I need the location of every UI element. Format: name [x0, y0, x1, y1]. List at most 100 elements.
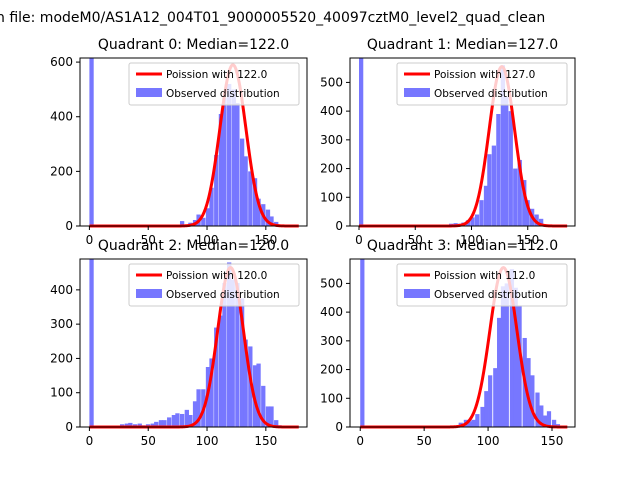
histogram-bar [179, 413, 185, 427]
legend-hist-swatch [404, 88, 430, 97]
subplot-q2: 0 50 100 150 0 100 200 300 400 Quadrant 2: Median… [50, 238, 308, 448]
histogram-bar [274, 420, 279, 427]
subplot-title: Quadrant 3: Median=112.0 [367, 238, 558, 254]
legend: Poission with 120.0 Observed distribution [128, 263, 300, 307]
y-tick-label: 200 [50, 164, 73, 178]
y-tick-label: 600 [50, 55, 73, 69]
histogram-bar [265, 209, 271, 226]
histogram-bar [248, 171, 253, 226]
y-tick-label: 100 [320, 190, 343, 204]
histogram-bar [479, 200, 484, 226]
histogram-bar [235, 103, 240, 226]
histogram-bar [192, 401, 198, 427]
histogram-bar [179, 221, 185, 226]
histogram-bar [239, 138, 245, 226]
subplot-title: Quadrant 2: Median=120.0 [98, 238, 289, 254]
y-tick-label: 400 [320, 305, 343, 319]
histogram-bar [209, 358, 214, 427]
histogram-bar [188, 415, 193, 427]
histogram-bar [214, 327, 219, 427]
y-tick-label: 100 [320, 391, 343, 405]
histogram-bar [184, 409, 189, 427]
subplot-q1: 0 50 100 150 0 100 200 300 400 500 Quadrant 1: Med… [320, 37, 576, 247]
histogram-bar [500, 286, 506, 427]
y-tick-label: 300 [320, 133, 343, 147]
x-tick-label: 0 [356, 434, 364, 448]
histogram-bar [171, 415, 177, 427]
histogram-bar [196, 389, 201, 427]
axes-frame [79, 258, 308, 428]
x-tick-label: 150 [516, 233, 539, 247]
legend-poisson-label: Poission with 112.0 [434, 270, 535, 282]
histogram-bar [265, 406, 271, 427]
x-tick-label: 0 [355, 233, 363, 247]
y-tick-label: 300 [50, 317, 73, 331]
histogram-bar [534, 214, 539, 226]
histogram-bar [543, 415, 548, 427]
legend-hist-swatch [404, 289, 430, 298]
x-tick-label: 50 [141, 233, 156, 247]
histogram-bar [522, 180, 527, 226]
legend-poisson-label: Poission with 120.0 [166, 270, 267, 282]
subplot-q3: 0 50 100 150 0 100 200 300 400 500 Quadrant 3: Med… [320, 238, 576, 448]
legend-hist-label: Observed distribution [166, 289, 280, 301]
histogram-bar [467, 421, 472, 427]
histogram-bar [209, 187, 214, 226]
histogram-bar [150, 423, 155, 427]
histogram-bar [517, 306, 522, 427]
histogram-bar [539, 218, 544, 226]
y-tick-label: 200 [320, 162, 343, 176]
histogram-bar [483, 185, 489, 226]
histogram-bar [504, 283, 509, 427]
histogram-bar [137, 423, 142, 427]
histogram-bar [508, 111, 513, 226]
y-tick-label: 0 [335, 420, 343, 434]
subplot-title: Quadrant 1: Median=127.0 [367, 37, 558, 53]
legend-hist-swatch [136, 289, 162, 298]
legend-hist-label: Observed distribution [434, 289, 548, 301]
histogram-bar [201, 217, 206, 226]
y-tick-label: 0 [335, 219, 343, 233]
histogram-bar [154, 421, 159, 427]
legend-box [128, 263, 300, 307]
histogram-bar [218, 114, 224, 226]
histogram-bar [230, 279, 235, 427]
y-tick-label: 100 [50, 386, 73, 400]
histogram-bar [480, 406, 485, 427]
histogram-bar [243, 156, 248, 226]
y-tick-label: 400 [320, 104, 343, 118]
legend: Poission with 127.0 Observed distribution [396, 62, 568, 106]
histogram-bar [475, 414, 480, 427]
legend-box [396, 263, 568, 307]
histogram-bar [484, 391, 489, 427]
histogram-bar [261, 385, 266, 427]
legend-hist-label: Observed distribution [434, 88, 548, 100]
legend-poisson-label: Poission with 122.0 [166, 69, 267, 81]
histogram-bar [493, 368, 498, 427]
histogram-bar [231, 89, 237, 226]
y-tick-label: 300 [320, 334, 343, 348]
histogram-bar [269, 216, 274, 226]
legend-hist-swatch [136, 88, 162, 97]
histogram-bar [525, 200, 530, 226]
histogram-bar [162, 420, 167, 427]
histogram-bar [214, 154, 219, 226]
histogram-bar [470, 217, 475, 226]
histogram-bar [89, 259, 94, 427]
histogram-bar [517, 159, 522, 226]
histogram-bar [474, 214, 480, 226]
histogram-bar [269, 406, 274, 427]
y-tick-label: 200 [50, 351, 73, 365]
histogram-bar [158, 420, 164, 427]
histogram-bar [227, 262, 232, 427]
histogram-bar [248, 346, 253, 427]
histogram-bar [124, 423, 129, 427]
legend: Poission with 122.0 Observed distribution [128, 62, 300, 106]
histogram-bar [487, 154, 492, 226]
x-tick-label: 100 [477, 434, 500, 448]
histogram-bar [513, 287, 518, 427]
y-tick-label: 200 [320, 363, 343, 377]
legend-hist-label: Observed distribution [166, 88, 280, 100]
x-tick-label: 150 [254, 233, 277, 247]
